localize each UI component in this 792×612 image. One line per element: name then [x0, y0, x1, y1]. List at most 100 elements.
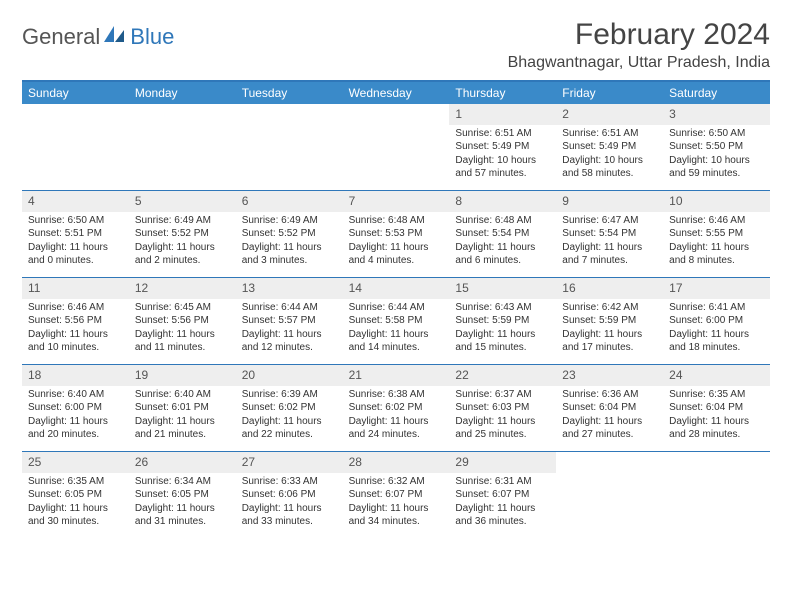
- day-number: 27: [242, 455, 255, 469]
- day-number: 3: [669, 107, 676, 121]
- day-cell: 29Sunrise: 6:31 AMSunset: 6:07 PMDayligh…: [449, 452, 556, 538]
- day-body: Sunrise: 6:37 AMSunset: 6:03 PMDaylight:…: [449, 386, 556, 446]
- daylight-text: Daylight: 11 hours and 22 minutes.: [242, 415, 337, 442]
- day-number: 16: [562, 281, 575, 295]
- daylight-text: Daylight: 11 hours and 10 minutes.: [28, 328, 123, 355]
- sunrise-text: Sunrise: 6:39 AM: [242, 388, 337, 402]
- title-block: February 2024 Bhagwantnagar, Uttar Prade…: [508, 18, 770, 72]
- day-number-bar: 7: [343, 191, 450, 212]
- sunset-text: Sunset: 5:55 PM: [669, 227, 764, 241]
- day-body: Sunrise: 6:48 AMSunset: 5:54 PMDaylight:…: [449, 212, 556, 272]
- sunset-text: Sunset: 6:05 PM: [28, 488, 123, 502]
- day-cell: 10Sunrise: 6:46 AMSunset: 5:55 PMDayligh…: [663, 191, 770, 277]
- sunset-text: Sunset: 5:53 PM: [349, 227, 444, 241]
- daylight-text: Daylight: 11 hours and 24 minutes.: [349, 415, 444, 442]
- sunrise-text: Sunrise: 6:48 AM: [455, 214, 550, 228]
- day-cell: 9Sunrise: 6:47 AMSunset: 5:54 PMDaylight…: [556, 191, 663, 277]
- day-of-week-header: SundayMondayTuesdayWednesdayThursdayFrid…: [22, 82, 770, 104]
- day-cell: 21Sunrise: 6:38 AMSunset: 6:02 PMDayligh…: [343, 365, 450, 451]
- location-label: Bhagwantnagar, Uttar Pradesh, India: [508, 54, 770, 72]
- sunrise-text: Sunrise: 6:46 AM: [28, 301, 123, 315]
- day-number-bar: 24: [663, 365, 770, 386]
- day-cell: 8 Sunrise: 6:48 AMSunset: 5:54 PMDaylight…: [449, 191, 556, 277]
- day-number: 17: [669, 281, 682, 295]
- day-number-bar: 19: [129, 365, 236, 386]
- day-body: Sunrise: 6:35 AMSunset: 6:04 PMDaylight:…: [663, 386, 770, 446]
- day-number-bar: 16: [556, 278, 663, 299]
- day-number: 9: [562, 194, 569, 208]
- day-cell: 3 Sunrise: 6:50 AMSunset: 5:50 PMDaylight…: [663, 104, 770, 190]
- dow-cell: Tuesday: [236, 82, 343, 104]
- day-number: 21: [349, 368, 362, 382]
- day-number-bar: 6: [236, 191, 343, 212]
- day-body: Sunrise: 6:49 AMSunset: 5:52 PMDaylight:…: [129, 212, 236, 272]
- day-cell: 7Sunrise: 6:48 AMSunset: 5:53 PMDaylight…: [343, 191, 450, 277]
- logo-sail-icon: [104, 26, 126, 49]
- day-cell: 13Sunrise: 6:44 AMSunset: 5:57 PMDayligh…: [236, 278, 343, 364]
- weeks-container: 1Sunrise: 6:51 AMSunset: 5:49 PMDaylight…: [22, 104, 770, 538]
- day-cell: 6Sunrise: 6:49 AMSunset: 5:52 PMDaylight…: [236, 191, 343, 277]
- day-number-bar: 13: [236, 278, 343, 299]
- day-number: 19: [135, 368, 148, 382]
- sunset-text: Sunset: 6:06 PM: [242, 488, 337, 502]
- daylight-text: Daylight: 11 hours and 17 minutes.: [562, 328, 657, 355]
- dow-cell: Friday: [556, 82, 663, 104]
- sunset-text: Sunset: 6:07 PM: [455, 488, 550, 502]
- day-body: Sunrise: 6:46 AMSunset: 5:55 PMDaylight:…: [663, 212, 770, 272]
- daylight-text: Daylight: 11 hours and 14 minutes.: [349, 328, 444, 355]
- daylight-text: Daylight: 11 hours and 27 minutes.: [562, 415, 657, 442]
- daylight-text: Daylight: 11 hours and 2 minutes.: [135, 241, 230, 268]
- header: General Blue February 2024 Bhagwantnagar…: [22, 18, 770, 72]
- daylight-text: Daylight: 11 hours and 15 minutes.: [455, 328, 550, 355]
- day-number: 8: [455, 194, 462, 208]
- day-body: Sunrise: 6:49 AMSunset: 5:52 PMDaylight:…: [236, 212, 343, 272]
- day-number-bar: 9: [556, 191, 663, 212]
- dow-cell: Monday: [129, 82, 236, 104]
- sunset-text: Sunset: 5:50 PM: [669, 140, 764, 154]
- day-number: 28: [349, 455, 362, 469]
- sunrise-text: Sunrise: 6:42 AM: [562, 301, 657, 315]
- day-cell: 28Sunrise: 6:32 AMSunset: 6:07 PMDayligh…: [343, 452, 450, 538]
- day-body: Sunrise: 6:39 AMSunset: 6:02 PMDaylight:…: [236, 386, 343, 446]
- day-number: 14: [349, 281, 362, 295]
- day-number: 20: [242, 368, 255, 382]
- dow-cell: Thursday: [449, 82, 556, 104]
- day-cell: 14Sunrise: 6:44 AMSunset: 5:58 PMDayligh…: [343, 278, 450, 364]
- sunrise-text: Sunrise: 6:32 AM: [349, 475, 444, 489]
- sunset-text: Sunset: 5:57 PM: [242, 314, 337, 328]
- day-cell: 16 Sunrise: 6:42 AMSunset: 5:59 PMDayligh…: [556, 278, 663, 364]
- sunrise-text: Sunrise: 6:31 AM: [455, 475, 550, 489]
- day-body: Sunrise: 6:50 AMSunset: 5:50 PMDaylight:…: [663, 125, 770, 185]
- sunrise-text: Sunrise: 6:41 AM: [669, 301, 764, 315]
- month-title: February 2024: [508, 18, 770, 52]
- day-cell: 27Sunrise: 6:33 AMSunset: 6:06 PMDayligh…: [236, 452, 343, 538]
- sunset-text: Sunset: 6:00 PM: [669, 314, 764, 328]
- day-number: 22: [455, 368, 468, 382]
- sunset-text: Sunset: 6:00 PM: [28, 401, 123, 415]
- sunrise-text: Sunrise: 6:50 AM: [28, 214, 123, 228]
- daylight-text: Daylight: 11 hours and 34 minutes.: [349, 502, 444, 529]
- daylight-text: Daylight: 11 hours and 18 minutes.: [669, 328, 764, 355]
- day-cell: 22 Sunrise: 6:37 AMSunset: 6:03 PMDayligh…: [449, 365, 556, 451]
- day-cell: 5Sunrise: 6:49 AMSunset: 5:52 PMDaylight…: [129, 191, 236, 277]
- day-cell: 23Sunrise: 6:36 AMSunset: 6:04 PMDayligh…: [556, 365, 663, 451]
- week-row: 25Sunrise: 6:35 AMSunset: 6:05 PMDayligh…: [22, 452, 770, 538]
- sunrise-text: Sunrise: 6:44 AM: [242, 301, 337, 315]
- day-cell: [663, 452, 770, 538]
- sunset-text: Sunset: 6:04 PM: [562, 401, 657, 415]
- day-body: Sunrise: 6:44 AMSunset: 5:57 PMDaylight:…: [236, 299, 343, 359]
- day-number-bar: 21: [343, 365, 450, 386]
- daylight-text: Daylight: 11 hours and 21 minutes.: [135, 415, 230, 442]
- day-body: Sunrise: 6:46 AMSunset: 5:56 PMDaylight:…: [22, 299, 129, 359]
- day-cell: [236, 104, 343, 190]
- day-number: 7: [349, 194, 356, 208]
- day-body: Sunrise: 6:42 AMSunset: 5:59 PMDaylight:…: [556, 299, 663, 359]
- day-cell: 19Sunrise: 6:40 AMSunset: 6:01 PMDayligh…: [129, 365, 236, 451]
- day-number-bar: 23: [556, 365, 663, 386]
- day-body: Sunrise: 6:50 AMSunset: 5:51 PMDaylight:…: [22, 212, 129, 272]
- day-number-bar: 5: [129, 191, 236, 212]
- day-number-bar: 11: [22, 278, 129, 299]
- daylight-text: Daylight: 11 hours and 3 minutes.: [242, 241, 337, 268]
- sunrise-text: Sunrise: 6:49 AM: [135, 214, 230, 228]
- dow-cell: Wednesday: [343, 82, 450, 104]
